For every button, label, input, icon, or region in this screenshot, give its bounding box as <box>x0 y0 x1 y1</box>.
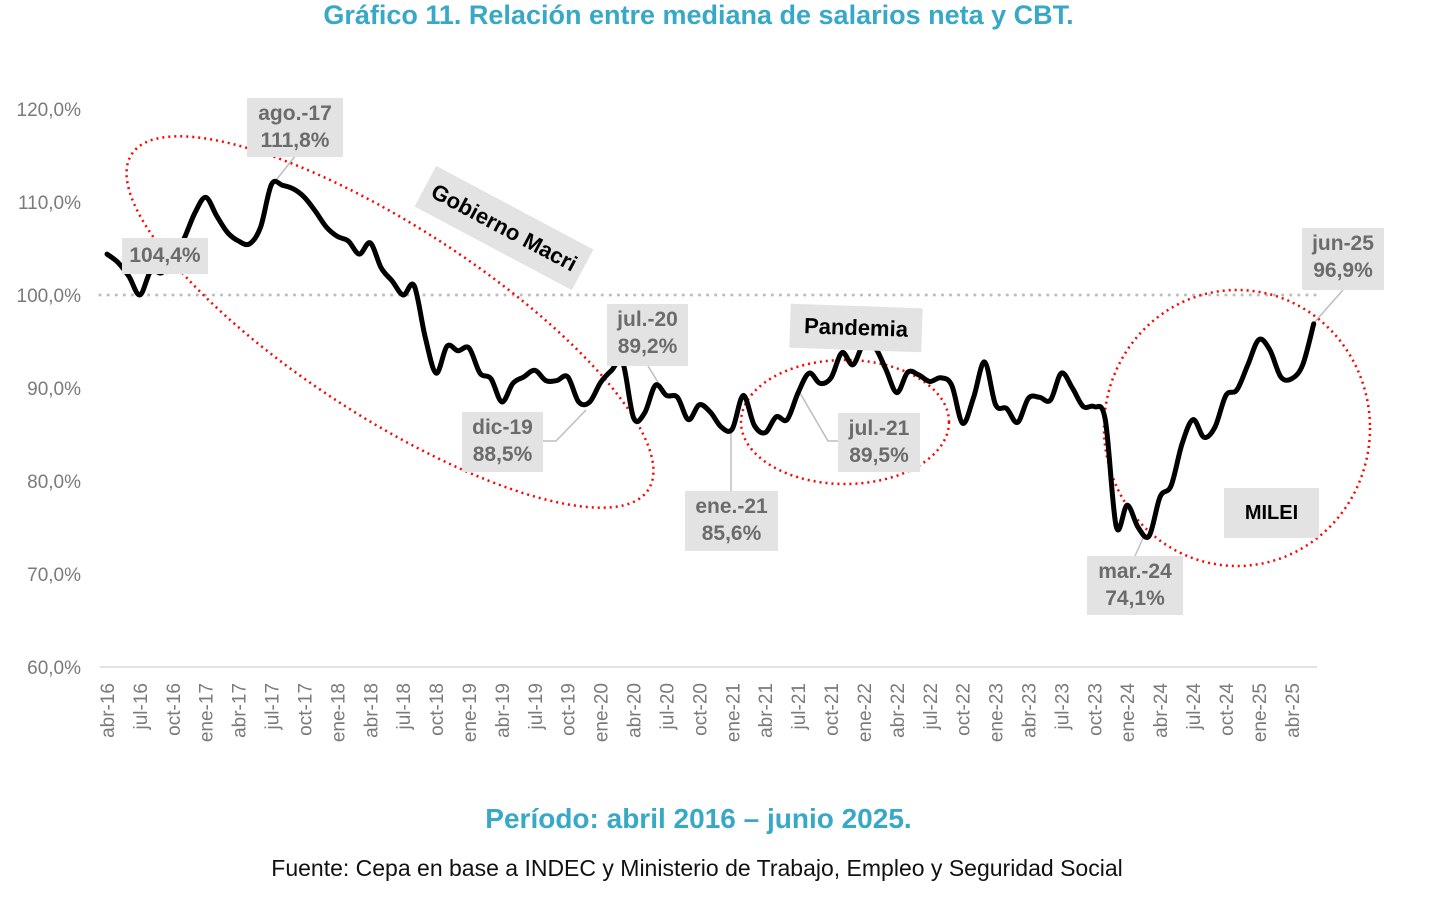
x-tick-label: ene-21 <box>723 683 744 742</box>
x-tick-label: abr-16 <box>98 683 119 738</box>
x-tick-label: abr-22 <box>888 683 909 738</box>
data-label-value: 96,9% <box>1313 259 1373 282</box>
data-label-date: jul.-20 <box>617 308 678 331</box>
x-tick-label: abr-23 <box>1019 683 1040 738</box>
data-label-date: ago.-17 <box>258 102 332 125</box>
y-tick-label: 110,0% <box>18 193 81 214</box>
data-label-value: 111,8% <box>260 129 330 152</box>
series-line-salary-cbt <box>104 178 1317 540</box>
x-tick-label: ene-23 <box>987 683 1008 742</box>
period-tag-pandemia: Pandemia <box>789 303 923 353</box>
data-label-value: 85,6% <box>701 522 762 545</box>
milei-period-ellipse <box>1102 288 1372 568</box>
x-tick-label: abr-21 <box>756 683 777 738</box>
y-tick-label: 120,0% <box>17 100 82 121</box>
data-label-value: 74,1% <box>1105 587 1165 610</box>
x-tick-label: ene-22 <box>855 683 876 742</box>
x-tick-label: ene-20 <box>592 683 613 742</box>
x-tick-label: oct-17 <box>295 683 316 736</box>
data-label-ago17: ago.-17 111,8% <box>247 98 343 157</box>
data-label-value: 104,4% <box>129 244 201 267</box>
data-label-jun25: jun-25 96,9% <box>1302 228 1384 290</box>
period-tag-milei: MILEI <box>1224 488 1319 538</box>
data-label-date: jul.-21 <box>848 417 910 440</box>
x-tick-label: ene-17 <box>197 683 218 742</box>
y-tick-label: 60,0% <box>27 658 81 679</box>
data-label-value: 89,5% <box>849 444 909 467</box>
chart-subtitle-period: Período: abril 2016 – junio 2025. <box>485 803 912 834</box>
x-tick-label: oct-19 <box>559 683 580 736</box>
data-label-abr16: 104,4% <box>122 238 208 274</box>
data-label-mar24: mar.-24 74,1% <box>1087 556 1183 615</box>
x-tick-label: ene-18 <box>328 683 349 742</box>
chart-source: Fuente: Cepa en base a INDEC y Ministeri… <box>271 855 1123 881</box>
x-tick-label: oct-16 <box>164 683 185 736</box>
x-tick-label: oct-21 <box>822 683 843 736</box>
y-tick-label: 100,0% <box>17 286 82 307</box>
x-tick-label: jul-24 <box>1184 683 1205 731</box>
x-tick-label: oct-20 <box>690 683 711 736</box>
data-label-date: jun-25 <box>1312 232 1374 255</box>
data-label-date: dic-19 <box>472 416 533 439</box>
x-tick-label: jul-21 <box>789 683 810 730</box>
x-tick-label: jul-17 <box>263 683 284 730</box>
data-label-date: mar.-24 <box>1098 560 1172 583</box>
x-tick-label: jul-16 <box>131 683 152 730</box>
x-tick-label: abr-25 <box>1283 683 1304 738</box>
x-tick-label: ene-25 <box>1250 683 1271 742</box>
leader-line-jun25 <box>1311 289 1344 326</box>
x-tick-label: abr-18 <box>361 683 382 738</box>
x-tick-label: abr-20 <box>625 683 646 738</box>
x-tick-label: ene-19 <box>460 683 481 742</box>
x-tick-label: jul-20 <box>657 683 678 730</box>
data-label-jul20: jul.-20 89,2% <box>607 304 688 366</box>
x-tick-label: jul-18 <box>394 683 415 730</box>
x-tick-label: oct-22 <box>954 683 975 736</box>
x-tick-label: jul-23 <box>1052 683 1073 730</box>
data-label-ene21: ene.-21 85,6% <box>685 491 778 551</box>
x-tick-label: abr-17 <box>230 683 251 738</box>
pandemia-period-ellipse <box>739 358 951 486</box>
x-tick-label: jul-19 <box>526 683 547 730</box>
data-label-dic19: dic-19 88,5% <box>462 412 543 472</box>
data-label-date: ene.-21 <box>695 495 768 518</box>
x-tick-label: oct-23 <box>1085 683 1106 736</box>
data-label-jul21: jul.-21 89,5% <box>838 413 920 472</box>
leader-line-jul21 <box>799 392 838 442</box>
x-tick-label: oct-18 <box>427 683 448 736</box>
data-label-value: 89,2% <box>617 335 678 358</box>
x-tick-label: abr-24 <box>1151 683 1172 738</box>
y-tick-label: 90,0% <box>27 379 81 400</box>
x-tick-label: oct-24 <box>1217 683 1238 736</box>
chart-title: Gráfico 11. Relación entre mediana de sa… <box>323 0 1074 30</box>
x-tick-label: jul-22 <box>921 683 942 730</box>
leader-line-dic19 <box>543 409 587 442</box>
leader-line-mar24 <box>1134 537 1144 557</box>
y-tick-label: 80,0% <box>27 472 81 493</box>
data-label-value: 88,5% <box>472 443 533 466</box>
x-tick-label: abr-19 <box>493 683 514 738</box>
x-tick-label: ene-24 <box>1118 683 1139 743</box>
y-tick-label: 70,0% <box>27 565 81 586</box>
